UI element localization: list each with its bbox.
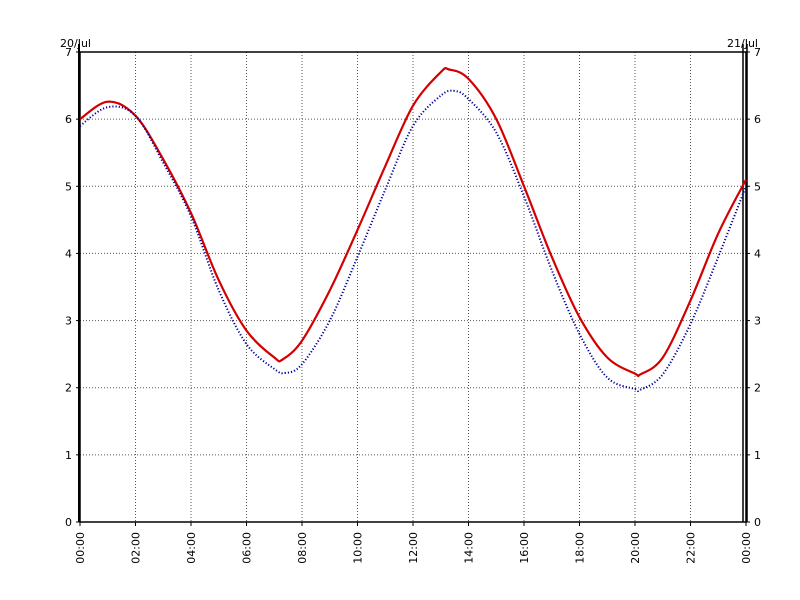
x-tick-label: 18:00	[574, 532, 587, 564]
y-tick-label-left: 5	[65, 180, 72, 193]
y-tick-label-left: 2	[65, 382, 72, 395]
x-tick-label: 10:00	[352, 532, 365, 564]
x-tick-label: 06:00	[241, 532, 254, 564]
y-tick-label-left: 6	[65, 113, 72, 126]
x-tick-label: 02:00	[130, 532, 143, 564]
y-tick-label-left: 1	[65, 449, 72, 462]
series-line-red	[79, 67, 747, 378]
y-tick-label-right: 0	[754, 516, 761, 529]
grid	[80, 52, 746, 522]
y-tick-label-right: 5	[754, 180, 761, 193]
y-tick-label-left: 4	[65, 247, 72, 260]
y-tick-label-left: 3	[65, 315, 72, 328]
series-line-blue-dotted	[79, 89, 747, 393]
y-tick-label-left: 7	[65, 46, 72, 59]
tick-labels: 0 0 1 1 2 2 3 3 4 4 5 5 6 6 7 7 00:00 02:00 04:00 06:00 08:0…	[65, 46, 761, 564]
x-tick-label: 04:00	[185, 532, 198, 564]
y-tick-label-right: 4	[754, 247, 761, 260]
x-tick-label: 00:00	[74, 532, 87, 564]
x-tick-label: 22:00	[685, 532, 698, 564]
x-tick-label: 14:00	[463, 532, 476, 564]
y-tick-label-left: 0	[65, 516, 72, 529]
y-tick-label-right: 2	[754, 382, 761, 395]
series-lines	[79, 67, 747, 393]
x-tick-label: 00:00	[740, 532, 753, 564]
y-tick-label-right: 3	[754, 315, 761, 328]
axes	[76, 44, 750, 526]
x-tick-label: 16:00	[518, 532, 531, 564]
x-tick-label: 12:00	[407, 532, 420, 564]
y-tick-label-right: 6	[754, 113, 761, 126]
date-label-right: 21/Jul	[727, 37, 758, 50]
y-tick-label-right: 7	[754, 46, 761, 59]
date-label-left: 20/Jul	[60, 37, 91, 50]
y-tick-label-right: 1	[754, 449, 761, 462]
x-tick-label: 20:00	[629, 532, 642, 564]
x-tick-label: 08:00	[296, 532, 309, 564]
